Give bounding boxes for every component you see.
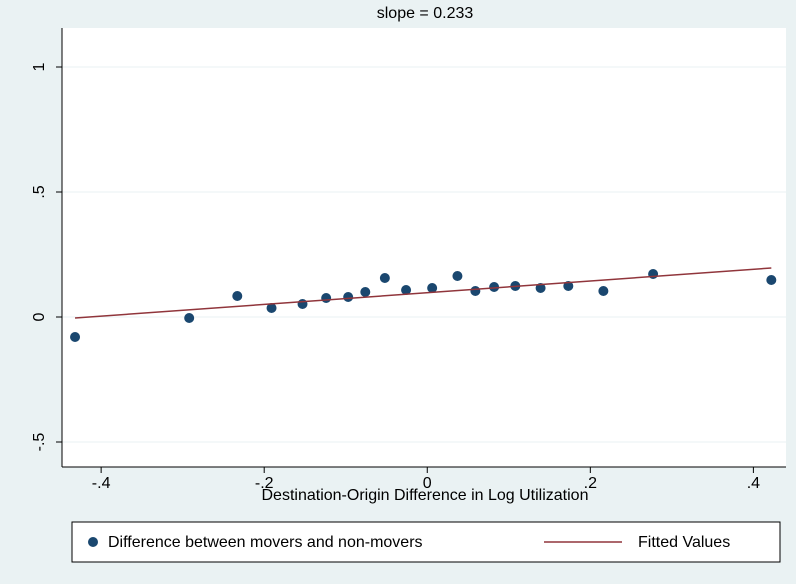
point <box>766 275 777 285</box>
point <box>470 286 481 296</box>
x-tick-label: -.2 <box>255 475 274 492</box>
point <box>266 303 277 313</box>
y-tick-label: 0 <box>31 312 48 321</box>
legend-marker <box>88 537 98 547</box>
x-tick-label: 0 <box>423 475 432 492</box>
point <box>321 293 332 303</box>
point <box>232 291 243 301</box>
x-tick-label: -.4 <box>92 475 111 492</box>
point <box>184 313 195 323</box>
x-tick-label: .2 <box>584 475 597 492</box>
point <box>427 283 438 293</box>
point <box>452 271 463 281</box>
x-tick-label: .4 <box>747 475 760 492</box>
point <box>70 332 81 342</box>
plot-area <box>62 28 786 467</box>
chart-title: slope = 0.233 <box>377 5 474 22</box>
legend-label: Fitted Values <box>638 534 730 551</box>
point <box>343 292 354 302</box>
y-tick-label: 1 <box>31 62 48 71</box>
x-axis-title: Destination-Origin Difference in Log Uti… <box>262 487 589 504</box>
y-tick-label: -.5 <box>31 433 48 452</box>
point <box>598 286 609 296</box>
point <box>360 287 371 297</box>
point <box>297 299 308 309</box>
point <box>401 285 412 295</box>
fit-line <box>74 267 772 319</box>
y-tick-label: .5 <box>31 185 48 198</box>
point <box>489 282 500 292</box>
legend <box>71 521 781 563</box>
point <box>648 269 659 279</box>
legend-label: Difference between movers and non-movers <box>108 534 423 551</box>
point <box>379 273 390 283</box>
